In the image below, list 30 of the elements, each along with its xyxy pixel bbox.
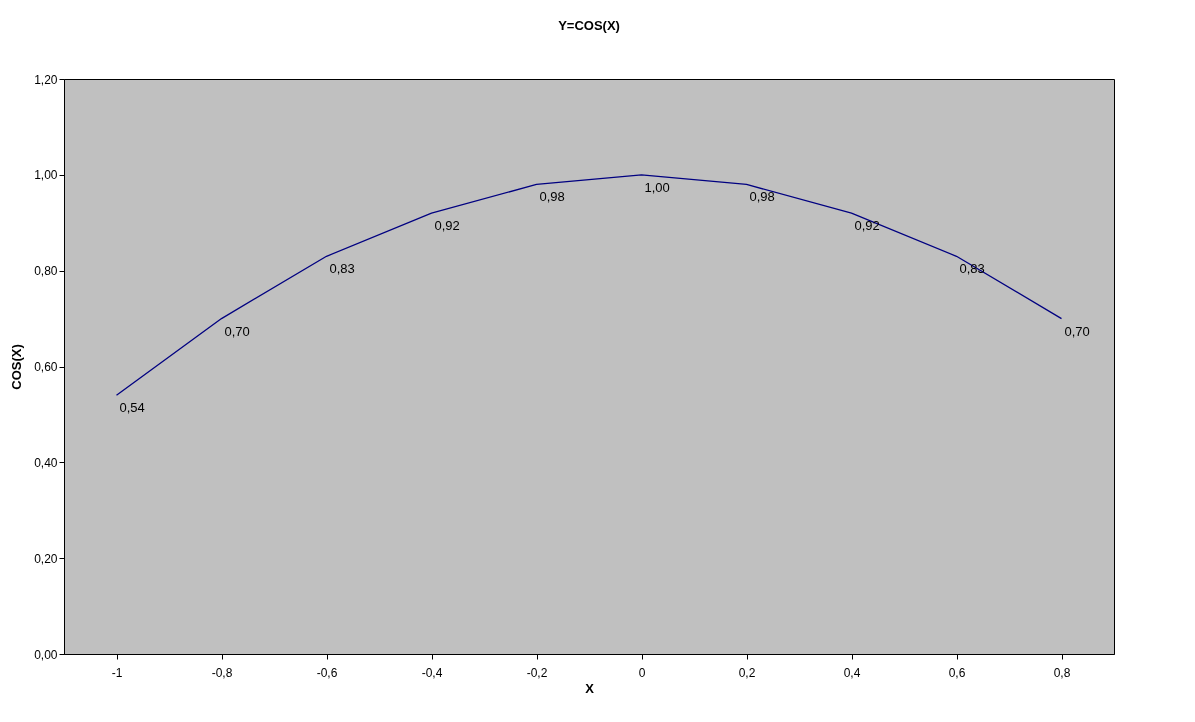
text: 1,00 [644, 179, 670, 195]
y-tick-label: 0,60 [34, 360, 58, 374]
y-tick-label: 0,40 [34, 455, 58, 470]
text: 0,98 [539, 189, 565, 205]
x-tick-label: 0,2 [738, 665, 756, 680]
text: 0,98 [749, 189, 775, 205]
y-axis-title: COS(X) [9, 344, 25, 390]
x-tick-label: -0,8 [211, 665, 233, 680]
chart-title: Y=COS(X) [558, 18, 620, 33]
x-tick-label: -0,4 [421, 665, 443, 680]
x-tick-label: 0,6 [948, 665, 966, 680]
text: 0,70 [224, 323, 250, 339]
text: 0,83 [329, 261, 355, 277]
y-tick-label: 1,20 [34, 72, 58, 87]
text: 0,92 [854, 218, 880, 234]
y-tick-label: 1,00 [34, 168, 58, 183]
x-tick-label: 0 [638, 665, 646, 680]
y-tick-label: 0,00 [34, 647, 58, 662]
x-tick-label: -0,2 [526, 665, 548, 680]
x-tick-label: -1 [111, 665, 123, 680]
text: 0,54 [119, 400, 145, 416]
text: 0,92 [434, 218, 460, 234]
x-tick-label: 0,4 [843, 665, 861, 680]
line-series [115, 174, 1063, 396]
x-tick-label: 0,8 [1053, 665, 1071, 680]
x-tick-label: -0,6 [316, 665, 338, 680]
y-tick-label: 0,80 [34, 264, 58, 279]
x-axis-title: X [585, 680, 595, 696]
y-tick-label: 0,20 [34, 551, 58, 566]
text: 0,70 [1064, 323, 1090, 339]
